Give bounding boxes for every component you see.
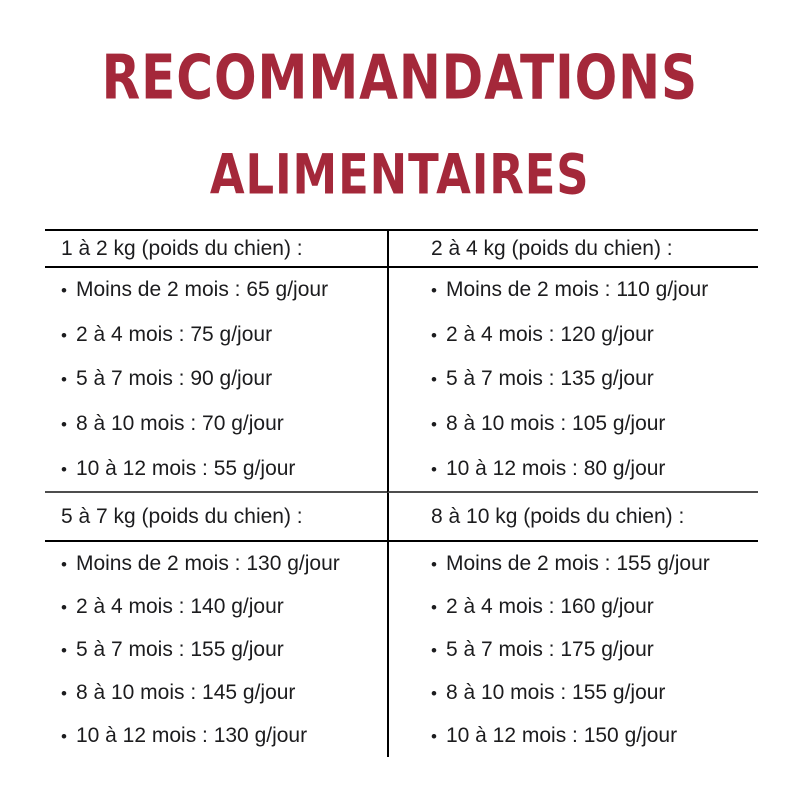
diet-item-text: Moins de 2 mois : 155 g/jour [445, 551, 710, 575]
diet-item: • 2 à 4 mois : 120 g/jour [431, 323, 758, 347]
diet-item: • 5 à 7 mois : 155 g/jour [61, 638, 387, 662]
diet-item: • 5 à 7 mois : 90 g/jour [61, 367, 387, 391]
diet-item-text: 10 à 12 mois : 150 g/jour [445, 723, 678, 747]
diet-cell-5-7kg: • Moins de 2 mois : 130 g/jour • 2 à 4 mois… [45, 542, 387, 757]
title-line-1: RECOMMANDATIONS [101, 42, 699, 114]
diet-item-text: 10 à 12 mois : 130 g/jour [75, 723, 308, 747]
diet-item-text: 5 à 7 mois : 155 g/jour [75, 637, 284, 661]
bullet-icon: • [61, 325, 67, 345]
diet-cell-1-2kg: • Moins de 2 mois : 65 g/jour • 2 à 4 mois … [45, 268, 387, 493]
diet-item-text: 5 à 7 mois : 90 g/jour [75, 367, 273, 391]
bullet-icon: • [61, 640, 67, 660]
diet-item: • 8 à 10 mois : 155 g/jour [431, 681, 758, 705]
bullet-icon: • [61, 415, 67, 435]
diet-item: • 10 à 12 mois : 55 g/jour [61, 457, 387, 481]
diet-item-text: Moins de 2 mois : 110 g/jour [445, 278, 709, 302]
diet-item-text: 10 à 12 mois : 55 g/jour [75, 456, 296, 480]
bullet-icon: • [61, 459, 67, 479]
diet-item-text: Moins de 2 mois : 130 g/jour [75, 551, 340, 575]
diet-item: • 10 à 12 mois : 150 g/jour [431, 724, 758, 748]
diet-item-text: 2 à 4 mois : 140 g/jour [75, 594, 284, 618]
diet-item-text: 5 à 7 mois : 175 g/jour [445, 637, 654, 661]
diet-item: • 5 à 7 mois : 175 g/jour [431, 638, 758, 662]
diet-item-text: 10 à 12 mois : 80 g/jour [445, 456, 666, 480]
diet-item-text: 8 à 10 mois : 105 g/jour [445, 412, 666, 436]
diet-item: • Moins de 2 mois : 155 g/jour [431, 552, 758, 576]
bullet-icon: • [431, 415, 437, 435]
bullet-icon: • [431, 726, 437, 746]
weight-header-1-2kg: 1 à 2 kg (poids du chien) : [45, 231, 387, 268]
diet-item-text: 8 à 10 mois : 155 g/jour [445, 680, 666, 704]
diet-item: • Moins de 2 mois : 65 g/jour [61, 278, 387, 302]
bullet-icon: • [431, 325, 437, 345]
bullet-icon: • [61, 726, 67, 746]
diet-item: • 2 à 4 mois : 75 g/jour [61, 323, 387, 347]
recommendations-table: 1 à 2 kg (poids du chien) : 2 à 4 kg (po… [45, 229, 758, 757]
diet-item-text: 5 à 7 mois : 135 g/jour [445, 367, 654, 391]
bullet-icon: • [61, 597, 67, 617]
diet-item: • 8 à 10 mois : 105 g/jour [431, 412, 758, 436]
diet-item: • Moins de 2 mois : 110 g/jour [431, 278, 758, 302]
diet-item-text: Moins de 2 mois : 65 g/jour [75, 278, 329, 302]
diet-item-text: 8 à 10 mois : 145 g/jour [75, 680, 296, 704]
diet-item-text: 2 à 4 mois : 120 g/jour [445, 322, 654, 346]
diet-item-text: 2 à 4 mois : 160 g/jour [445, 594, 654, 618]
bullet-icon: • [431, 459, 437, 479]
diet-item: • 2 à 4 mois : 140 g/jour [61, 595, 387, 619]
weight-header-8-10kg: 8 à 10 kg (poids du chien) : [387, 493, 758, 542]
bullet-icon: • [61, 554, 67, 574]
diet-item: • Moins de 2 mois : 130 g/jour [61, 552, 387, 576]
diet-item: • 10 à 12 mois : 130 g/jour [61, 724, 387, 748]
title-line-2: ALIMENTAIRES [210, 143, 590, 208]
diet-item: • 8 à 10 mois : 145 g/jour [61, 681, 387, 705]
weight-header-5-7kg: 5 à 7 kg (poids du chien) : [45, 493, 387, 542]
bullet-icon: • [431, 370, 437, 390]
bullet-icon: • [431, 597, 437, 617]
bullet-icon: • [431, 281, 437, 301]
diet-item: • 10 à 12 mois : 80 g/jour [431, 457, 758, 481]
bullet-icon: • [61, 281, 67, 301]
page-title: RECOMMANDATIONS ALIMENTAIRES [0, 36, 800, 229]
diet-item: • 8 à 10 mois : 70 g/jour [61, 412, 387, 436]
bullet-icon: • [61, 683, 67, 703]
diet-item: • 2 à 4 mois : 160 g/jour [431, 595, 758, 619]
diet-item-text: 2 à 4 mois : 75 g/jour [75, 322, 273, 346]
bullet-icon: • [431, 683, 437, 703]
diet-item-text: 8 à 10 mois : 70 g/jour [75, 412, 284, 436]
diet-cell-8-10kg: • Moins de 2 mois : 155 g/jour • 2 à 4 mois… [387, 542, 758, 757]
diet-cell-2-4kg: • Moins de 2 mois : 110 g/jour • 2 à 4 mois… [387, 268, 758, 493]
bullet-icon: • [61, 370, 67, 390]
diet-item: • 5 à 7 mois : 135 g/jour [431, 367, 758, 391]
bullet-icon: • [431, 640, 437, 660]
bullet-icon: • [431, 554, 437, 574]
weight-header-2-4kg: 2 à 4 kg (poids du chien) : [387, 231, 758, 268]
